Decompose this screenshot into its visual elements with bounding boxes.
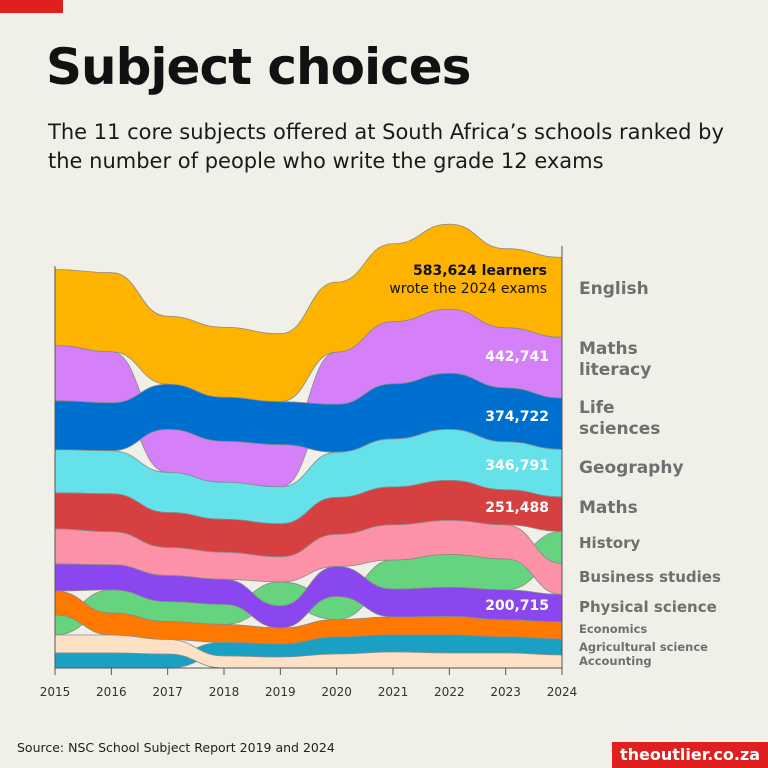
series-label-economics: Economics	[579, 622, 648, 636]
x-tick-label: 2024	[547, 685, 578, 699]
x-tick-label: 2019	[265, 685, 296, 699]
source-note: Source: NSC School Subject Report 2019 a…	[17, 740, 335, 755]
english-annotation: 583,624 learners wrote the 2024 exams	[389, 262, 547, 298]
chart-title: Subject choices	[46, 38, 471, 96]
value-label-maths-literacy: 442,741	[485, 349, 549, 365]
value-label-geography: 346,791	[485, 458, 549, 474]
value-label-maths: 251,488	[485, 500, 549, 516]
x-tick-label: 2016	[96, 685, 127, 699]
series-label-english: English	[579, 279, 649, 299]
x-tick-label: 2015	[40, 685, 71, 699]
english-value-label: 583,624 learners	[413, 263, 547, 279]
x-tick-label: 2018	[209, 685, 240, 699]
x-tick-label: 2022	[434, 685, 465, 699]
chart-subtitle: The 11 core subjects offered at South Af…	[48, 120, 724, 173]
label-line: Life	[579, 398, 615, 418]
series-label-agricultural-science: Agricultural science	[579, 640, 708, 654]
label-line: Maths	[579, 339, 638, 359]
series-label-physical-science: Physical science	[579, 598, 717, 616]
series-label-maths-literacy: Maths literacy	[579, 339, 651, 381]
label-line: literacy	[579, 360, 652, 380]
x-tick-label: 2020	[321, 685, 352, 699]
series-label-accounting: Accounting	[579, 654, 652, 668]
value-label-physical-science: 200,715	[485, 598, 549, 614]
x-tick-label: 2017	[152, 685, 183, 699]
series-label-maths: Maths	[579, 498, 638, 518]
english-note: wrote the 2024 exams	[389, 281, 547, 297]
x-tick-label: 2023	[490, 685, 521, 699]
value-label-life-sciences: 374,722	[485, 409, 549, 425]
brand-accent-bar	[0, 0, 63, 13]
series-label-business-studies: Business studies	[579, 568, 721, 586]
series-label-geography: Geography	[579, 458, 684, 478]
label-line: sciences	[579, 419, 661, 439]
series-label-history: History	[579, 534, 641, 552]
series-label-life-sciences: Life sciences	[579, 398, 660, 440]
brand-logo[interactable]: theoutlier.co.za	[612, 742, 768, 768]
x-tick-label: 2021	[378, 685, 409, 699]
